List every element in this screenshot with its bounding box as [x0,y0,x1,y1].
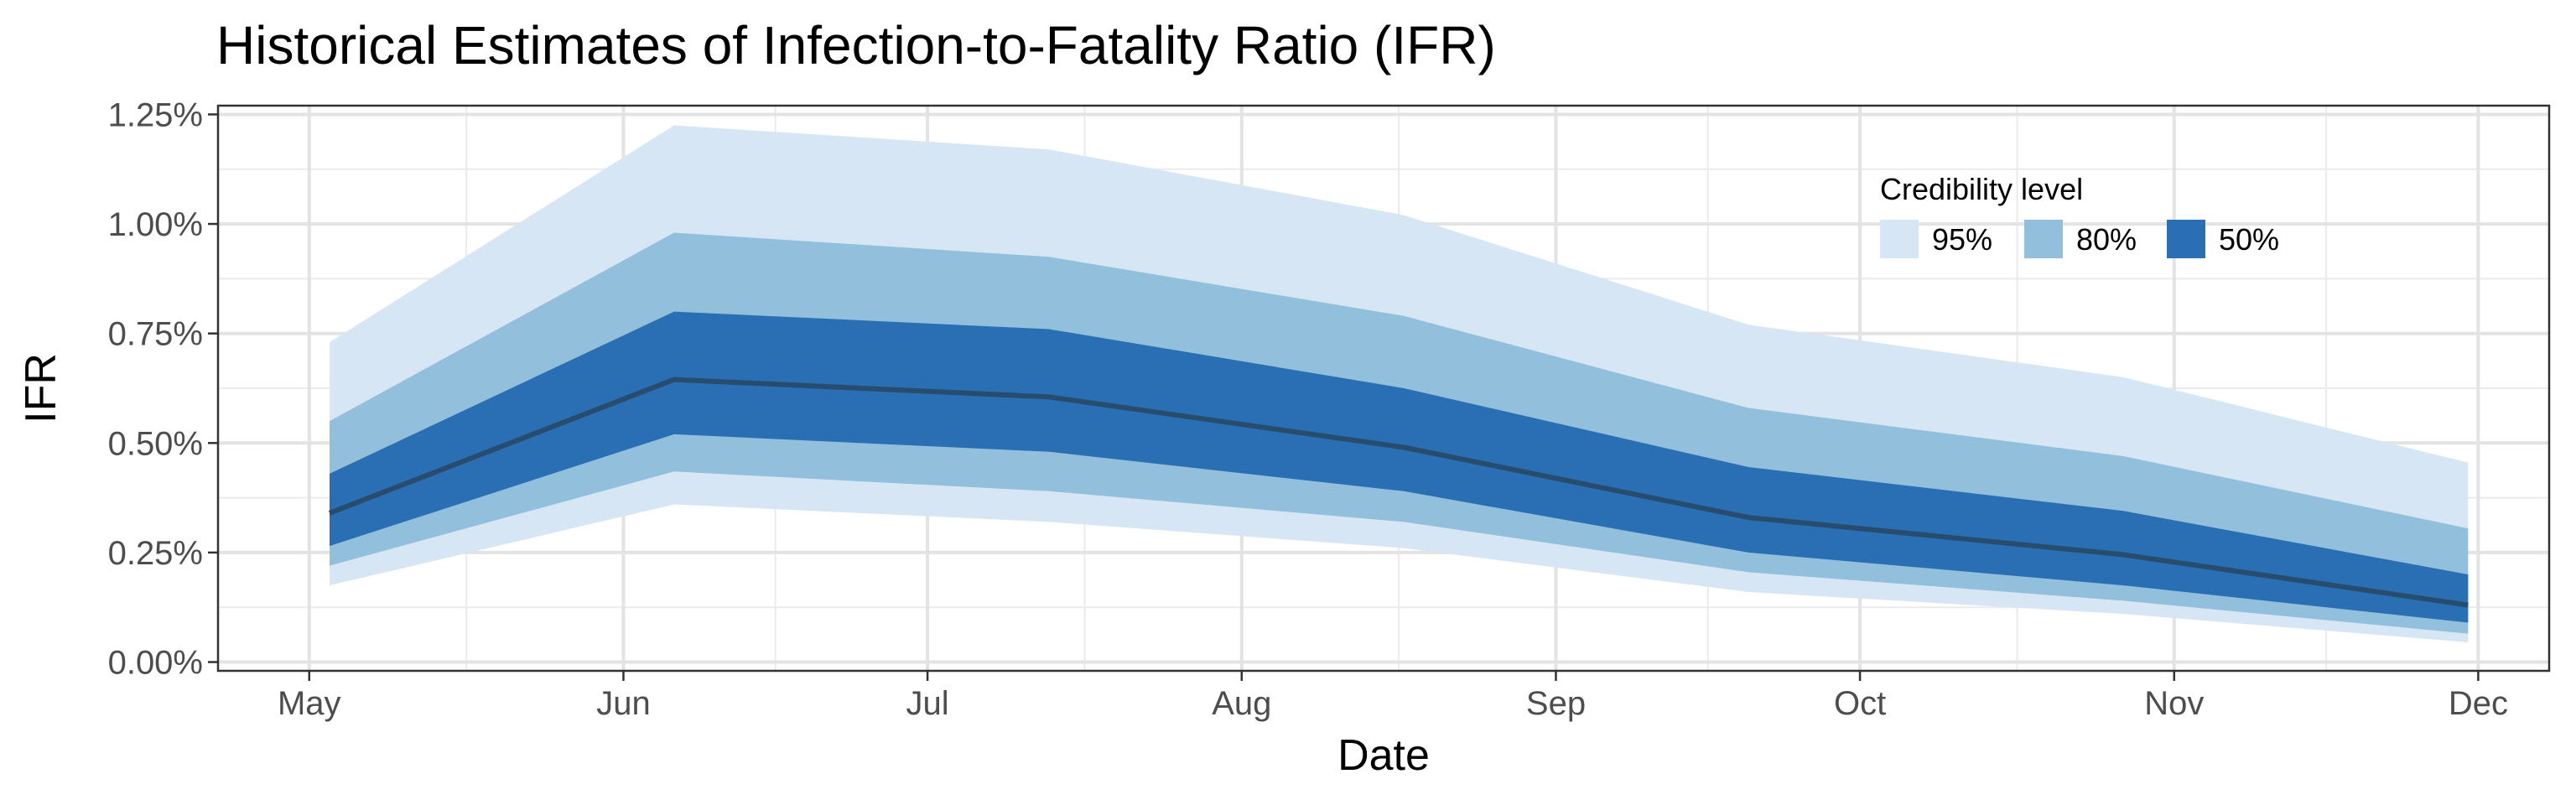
x-tick-label: Oct [1834,685,1886,722]
legend-title: Credibility level [1880,172,2083,206]
chart-title: Historical Estimates of Infection-to-Fat… [216,15,1496,75]
x-axis-title: Date [1337,731,1430,780]
y-axis-title: IFR [17,353,65,423]
y-axis: 0.00% 0.25% 0.50% 0.75% 1.00% 1.25% [108,96,218,682]
x-tick-label: Jul [906,685,949,722]
x-tick-label: Sep [1526,685,1586,722]
x-tick-label: Nov [2144,685,2204,722]
y-tick-label: 0.00% [108,645,203,682]
legend-key-50pct [2167,220,2205,258]
y-tick-label: 1.00% [108,206,203,243]
legend-key-95pct [1880,220,1919,258]
plot-panel: Credibility level 95% 80% 50% [216,104,2551,673]
legend-key-80pct [2024,220,2063,258]
x-tick-label: Dec [2449,685,2508,722]
legend-label: 95% [1932,222,1992,257]
legend-label: 50% [2219,222,2279,257]
legend: Credibility level 95% 80% 50% [1880,172,2279,258]
legend-label: 80% [2076,222,2137,257]
x-axis: May Jun Jul Aug Sep Oct Nov Dec [278,671,2508,722]
median-layer [328,377,2469,608]
median-line [328,377,2469,608]
panel-border [216,104,2551,673]
y-tick-label: 0.25% [108,535,203,572]
y-tick-label: 0.50% [108,425,203,462]
y-tick-label: 0.75% [108,316,203,353]
x-tick-label: Jun [596,685,651,722]
x-tick-label: May [278,685,341,722]
y-tick-label: 1.25% [108,96,203,133]
x-tick-label: Aug [1212,685,1271,722]
